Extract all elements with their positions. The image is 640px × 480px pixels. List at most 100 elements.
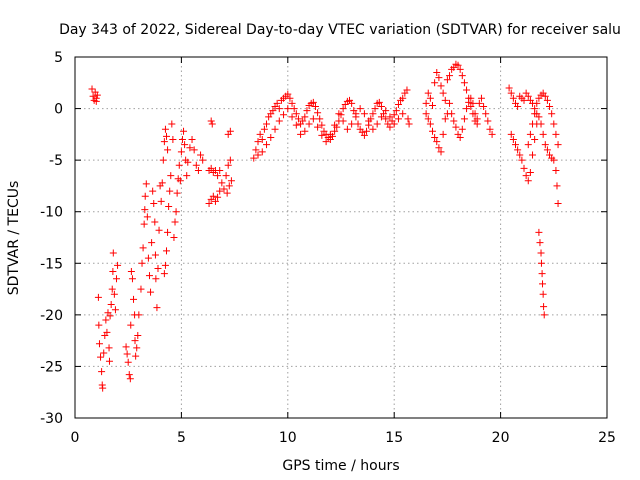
data-point: [263, 120, 271, 128]
data-point: [107, 301, 115, 309]
data-point: [507, 89, 515, 97]
data-point: [225, 182, 233, 190]
x-tick-label: 5: [177, 430, 186, 446]
data-point: [458, 72, 466, 80]
data-point: [209, 192, 217, 200]
data-point: [114, 261, 122, 269]
data-point: [509, 136, 517, 144]
data-point: [516, 151, 524, 159]
y-tick-label: -10: [40, 205, 63, 221]
data-point: [171, 218, 179, 226]
data-point: [529, 120, 537, 128]
data-point: [316, 115, 324, 123]
data-point: [435, 74, 443, 82]
data-point: [526, 130, 534, 138]
data-point: [256, 130, 264, 138]
data-point: [141, 206, 149, 214]
data-point: [166, 187, 174, 195]
data-point: [533, 99, 541, 107]
y-tick-label: -30: [40, 411, 63, 427]
data-point: [539, 280, 547, 288]
data-point: [550, 156, 558, 164]
data-point: [537, 120, 545, 128]
data-point: [382, 107, 390, 115]
data-point: [192, 161, 200, 169]
data-point: [163, 132, 171, 140]
data-point: [475, 99, 483, 107]
data-point: [399, 94, 407, 102]
data-point: [102, 316, 110, 324]
data-point: [134, 331, 142, 339]
data-point: [424, 89, 432, 97]
x-tick-label: 15: [385, 430, 403, 446]
y-axis-label: SDTVAR / TECUs: [6, 181, 22, 296]
data-point: [226, 127, 234, 135]
data-point: [137, 285, 145, 293]
data-point: [207, 164, 215, 172]
data-point: [216, 187, 224, 195]
data-point: [348, 99, 356, 107]
data-point: [216, 166, 224, 174]
data-point: [460, 115, 468, 123]
data-point: [288, 113, 296, 121]
data-point: [205, 199, 213, 207]
data-point: [160, 138, 168, 146]
data-point: [164, 228, 172, 236]
data-point: [288, 99, 296, 107]
data-point: [275, 105, 283, 113]
data-point: [488, 130, 496, 138]
data-point: [377, 103, 385, 111]
data-point: [303, 107, 311, 115]
data-point: [161, 125, 169, 133]
data-point: [158, 179, 166, 187]
data-point: [284, 105, 292, 113]
data-point: [394, 100, 402, 108]
data-point: [469, 99, 477, 107]
data-point: [369, 110, 377, 118]
data-point: [152, 275, 160, 283]
data-point: [446, 72, 454, 80]
data-point: [142, 180, 150, 188]
data-point: [514, 146, 522, 154]
data-point: [392, 107, 400, 115]
data-point: [254, 151, 262, 159]
data-point: [343, 125, 351, 133]
data-point: [394, 115, 402, 123]
data-point: [318, 121, 326, 129]
data-point: [150, 199, 158, 207]
data-point: [507, 130, 515, 138]
data-point: [260, 125, 268, 133]
data-point: [111, 306, 119, 314]
data-point: [286, 94, 294, 102]
data-point: [520, 96, 528, 104]
data-point: [167, 172, 175, 180]
data-point: [181, 141, 189, 149]
data-point: [382, 115, 390, 123]
data-point: [518, 156, 526, 164]
data-point: [105, 357, 113, 365]
data-point: [220, 185, 228, 193]
data-point: [108, 285, 116, 293]
data-point: [98, 368, 106, 376]
data-point: [97, 353, 105, 361]
data-point: [226, 156, 234, 164]
data-point: [177, 148, 185, 156]
data-point: [318, 131, 326, 139]
data-point: [431, 79, 439, 87]
x-tick-label: 25: [598, 430, 616, 446]
data-point: [524, 177, 532, 185]
data-point: [352, 110, 360, 118]
data-point: [301, 113, 309, 121]
data-point: [356, 105, 364, 113]
data-point: [369, 125, 377, 133]
data-point: [267, 133, 275, 141]
data-point: [463, 105, 471, 113]
data-point: [520, 164, 528, 172]
data-point: [263, 141, 271, 149]
data-point: [546, 103, 554, 111]
data-point: [122, 343, 130, 351]
data-point: [543, 96, 551, 104]
data-point: [465, 98, 473, 106]
